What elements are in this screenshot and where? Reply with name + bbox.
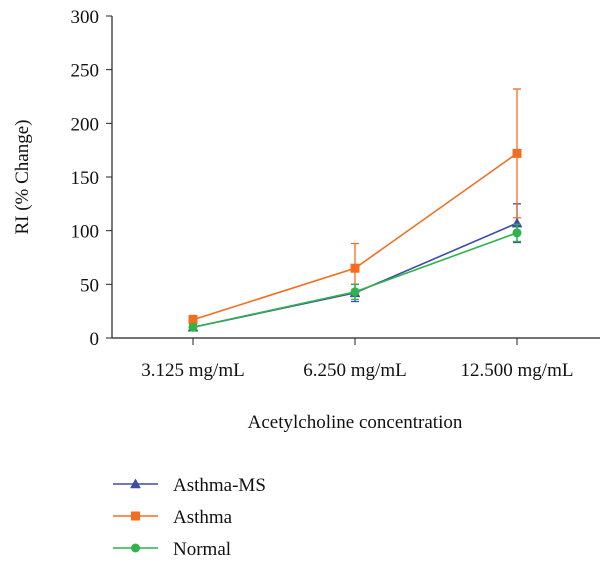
legend-marker <box>130 478 141 489</box>
legend-label: Asthma <box>173 507 233 528</box>
legend-label: Normal <box>173 539 231 560</box>
data-point <box>188 315 198 325</box>
x-tick-label: 3.125 mg/mL <box>141 360 244 381</box>
data-point <box>350 263 360 273</box>
y-tick-label: 50 <box>80 275 99 296</box>
legend-item: Asthma-MS <box>113 475 266 496</box>
plot-area <box>187 88 523 332</box>
data-point <box>188 322 198 332</box>
y-tick-label: 200 <box>71 114 100 135</box>
series-normal <box>188 223 522 332</box>
series-asthma <box>188 88 522 325</box>
axes: 0 50 100 150 200 250 300 3.125 mg/mL 6.250 mg/mL… <box>71 7 600 381</box>
x-tick-label: 6.250 mg/mL <box>303 360 406 381</box>
x-tick-label: 12.500 mg/mL <box>461 360 574 381</box>
data-point <box>350 287 360 297</box>
data-point <box>512 148 522 158</box>
legend-item: Asthma <box>113 507 233 528</box>
y-tick-label: 300 <box>71 7 100 28</box>
y-tick-label: 250 <box>71 61 100 82</box>
y-axis-label: RI (% Change) <box>12 119 33 234</box>
y-tick-label: 150 <box>71 168 100 189</box>
legend-label: Asthma-MS <box>173 475 266 496</box>
legend-marker <box>131 511 140 521</box>
legend-item: Normal <box>113 539 231 560</box>
y-tick-label: 100 <box>71 222 100 243</box>
x-axis-label: Acetylcholine concentration <box>248 412 463 433</box>
legend-marker <box>131 543 140 553</box>
y-tick-label: 0 <box>90 329 100 350</box>
data-point <box>512 228 522 238</box>
legend: Asthma-MS Asthma Normal <box>113 475 266 560</box>
